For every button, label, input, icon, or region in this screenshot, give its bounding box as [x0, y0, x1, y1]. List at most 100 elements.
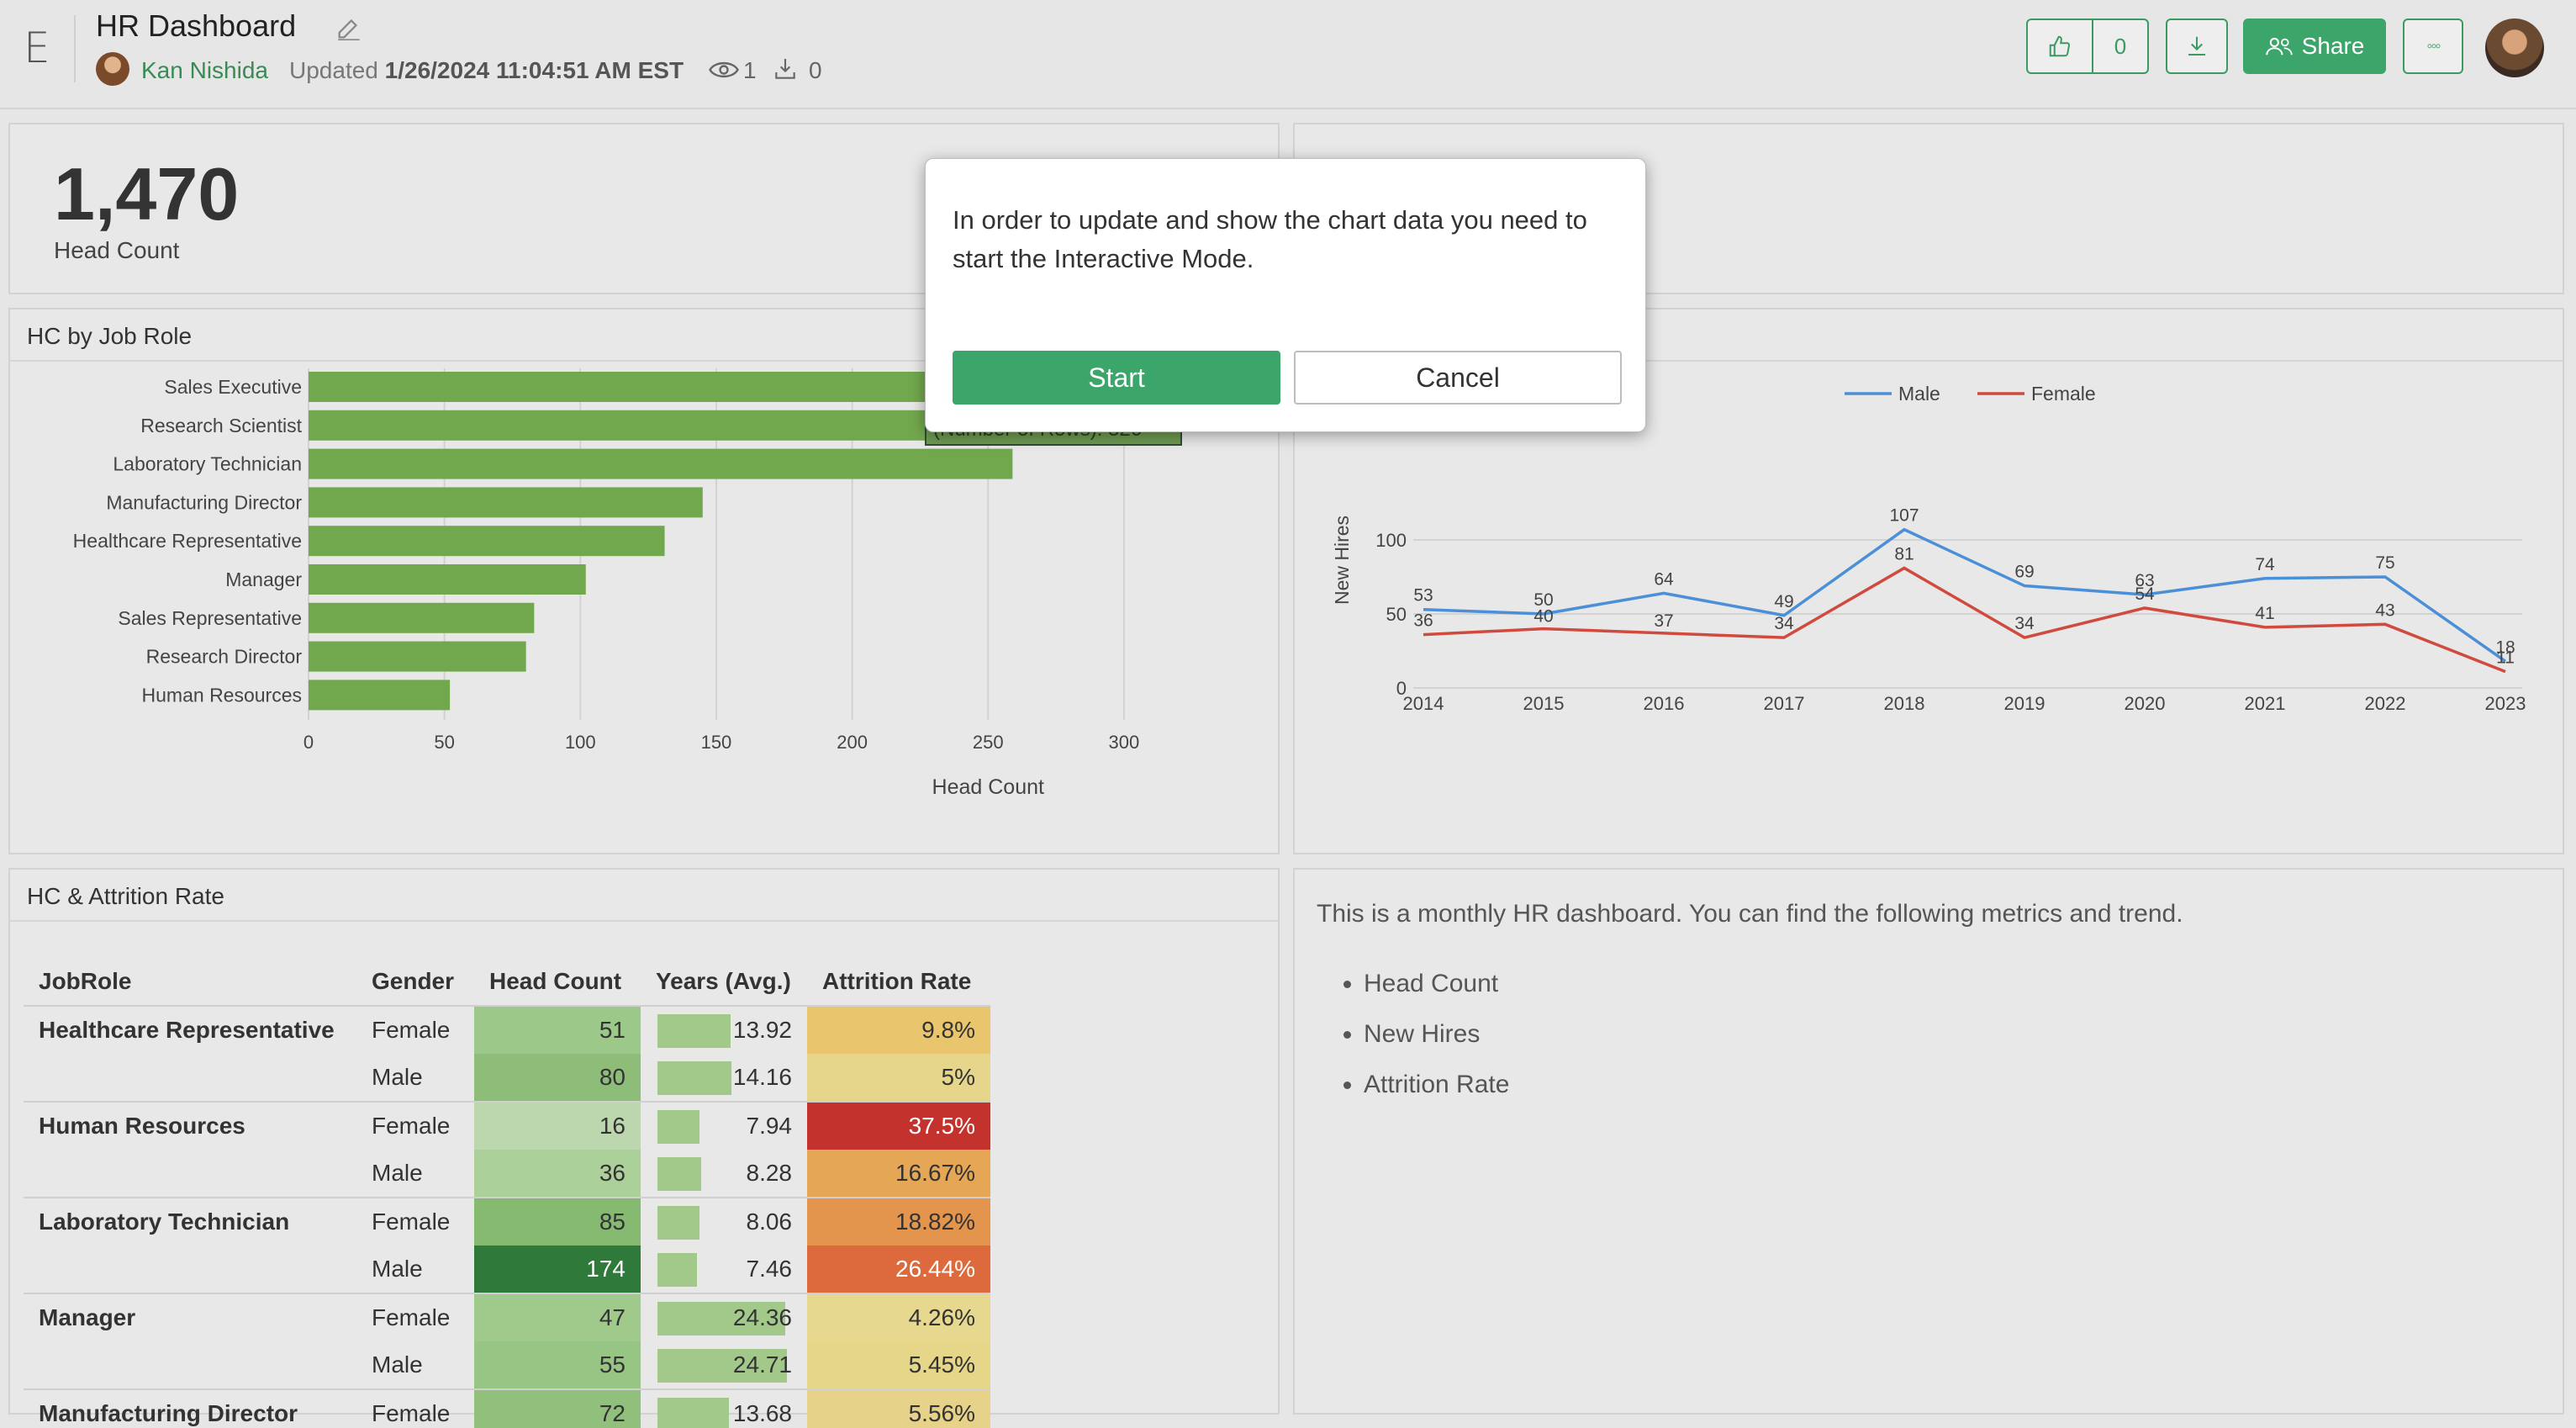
years-value: 13.92	[732, 1017, 792, 1043]
bar	[309, 680, 451, 711]
years-cell: 14.16	[641, 1054, 807, 1102]
updated-prefix: Updated	[289, 57, 378, 83]
category-label: Manager	[225, 569, 302, 590]
data-label: 64	[1654, 569, 1674, 589]
download-icon	[2188, 36, 2205, 56]
category-label: Laboratory Technician	[113, 453, 302, 475]
x-tick-label: 250	[973, 732, 1004, 753]
table-header-row: JobRole Gender Head Count Years (Avg.) A…	[24, 957, 990, 1006]
table-row[interactable]: Male 55 24.71 5.45%	[24, 1341, 990, 1389]
more-icon: ◦◦◦	[2426, 36, 2441, 56]
share-label: Share	[2301, 33, 2365, 59]
new-hires-chart: 0 50 100 2014 2015 2016 2017 2018 2019 2020 2021 20…	[1331, 383, 2526, 714]
years-value: 24.36	[732, 1304, 792, 1330]
import-count: 0	[809, 57, 822, 83]
category-label: Research Director	[146, 646, 303, 668]
page-title: HR Dashboard	[96, 8, 297, 43]
data-label: 69	[2014, 563, 2034, 582]
attrition-rate-cell: 37.5%	[807, 1101, 990, 1150]
job-role-cell	[24, 1150, 356, 1198]
more-options-button[interactable]: ◦◦◦	[2403, 19, 2463, 74]
attrition-rate-cell: 5%	[807, 1054, 990, 1102]
cancel-button[interactable]: Cancel	[1294, 351, 1622, 405]
download-button[interactable]	[2166, 19, 2228, 74]
updated-time: 1/26/2024 11:04:51 AM EST	[384, 57, 684, 83]
data-label: 18	[2495, 637, 2515, 657]
table-row[interactable]: Male 80 14.16 5%	[24, 1054, 990, 1102]
years-bar	[657, 1253, 697, 1287]
data-label: 37	[1654, 611, 1673, 631]
table-row[interactable]: Human Resources Female 16 7.94 37.5%	[24, 1101, 990, 1150]
years-value: 7.46	[746, 1256, 793, 1282]
thumbs-up-icon	[2049, 35, 2071, 57]
series-line	[1423, 527, 2507, 663]
years-bar	[657, 1302, 785, 1335]
x-tick-label: 2019	[2004, 693, 2045, 714]
years-bar	[657, 1157, 701, 1191]
head-count-cell: 51	[474, 1005, 641, 1054]
panel-header	[1295, 309, 2563, 362]
table-row[interactable]: Manager Female 47 24.36 4.26%	[24, 1293, 990, 1341]
bar	[309, 641, 526, 672]
column-header[interactable]: Attrition Rate	[822, 967, 972, 994]
x-tick-label: 0	[304, 732, 314, 753]
table-row[interactable]: Male 36 8.28 16.67%	[24, 1150, 990, 1198]
data-label: 43	[2375, 600, 2394, 620]
job-role-cell: Healthcare Representative	[24, 1005, 356, 1054]
y-axis-title: New Hires	[1331, 516, 1353, 605]
description-text: This is a monthly HR dashboard. You can …	[1317, 900, 2183, 928]
views-count: 1	[743, 57, 757, 83]
metrics-list: Head Count New Hires Attrition Rate	[1364, 969, 1509, 1120]
head-count-cell: 85	[474, 1197, 641, 1246]
x-tick-label: 2021	[2245, 693, 2286, 714]
attrition-rate-cell: 26.44%	[807, 1246, 990, 1293]
x-tick-label: 300	[1109, 732, 1140, 753]
years-cell: 24.71	[641, 1341, 807, 1389]
attrition-rate-cell: 5.56%	[807, 1388, 990, 1428]
updated-timestamp: Updated 1/26/2024 11:04:51 AM EST	[289, 57, 684, 84]
description-panel: This is a monthly HR dashboard. You can …	[1293, 868, 2564, 1415]
gender-cell: Male	[372, 1160, 423, 1186]
data-label: 49	[1774, 592, 1793, 611]
table-row[interactable]: Male 174 7.46 26.44%	[24, 1246, 990, 1293]
list-item: New Hires	[1364, 1019, 1509, 1070]
app-menu-icon[interactable]: E	[24, 24, 50, 72]
column-header[interactable]: JobRole	[39, 967, 132, 994]
years-cell: 24.36	[641, 1293, 807, 1341]
head-count-cell: 36	[474, 1150, 641, 1198]
start-button[interactable]: Start	[953, 351, 1280, 405]
data-label: 75	[2375, 553, 2394, 573]
years-cell: 8.28	[641, 1150, 807, 1198]
category-label: Research Scientist	[140, 415, 302, 436]
bar	[309, 487, 703, 518]
table-row[interactable]: Manufacturing Director Female 72 13.68 5.56%	[24, 1388, 990, 1428]
author-avatar[interactable]	[96, 52, 129, 86]
x-tick-label: 200	[837, 732, 868, 753]
data-label: 41	[2255, 604, 2274, 623]
job-role-cell	[24, 1054, 356, 1102]
category-label: Human Resources	[142, 684, 302, 706]
column-header[interactable]: Gender	[372, 967, 455, 994]
column-header[interactable]: Head Count	[489, 967, 622, 994]
x-tick-label: 2015	[1523, 693, 1565, 714]
author-link[interactable]: Kan Nishida	[141, 57, 268, 83]
years-value: 24.71	[732, 1351, 792, 1378]
share-button[interactable]: Share	[2243, 19, 2386, 74]
user-avatar[interactable]	[2485, 19, 2544, 77]
table-row[interactable]: Laboratory Technician Female 85 8.06 18.82%	[24, 1197, 990, 1246]
y-tick-label: 50	[1386, 604, 1407, 625]
attrition-rate-cell: 9.8%	[807, 1005, 990, 1054]
data-label: 74	[2255, 555, 2275, 574]
gender-cell: Female	[356, 1101, 474, 1150]
column-header[interactable]: Years (Avg.)	[656, 967, 791, 994]
years-bar	[657, 1014, 731, 1048]
attrition-table-container[interactable]: JobRole Gender Head Count Years (Avg.) A…	[24, 957, 1007, 1428]
table-row[interactable]: Healthcare Representative Female 51 13.92 9.…	[24, 1005, 990, 1054]
kpi-value: 1,470	[54, 152, 240, 235]
x-tick-label: 2022	[2365, 693, 2406, 714]
like-button[interactable]	[2026, 19, 2093, 74]
gender-cell: Male	[372, 1351, 423, 1378]
edit-title-icon[interactable]	[335, 13, 363, 42]
years-cell: 7.94	[641, 1101, 807, 1150]
data-label: 34	[2014, 614, 2035, 633]
